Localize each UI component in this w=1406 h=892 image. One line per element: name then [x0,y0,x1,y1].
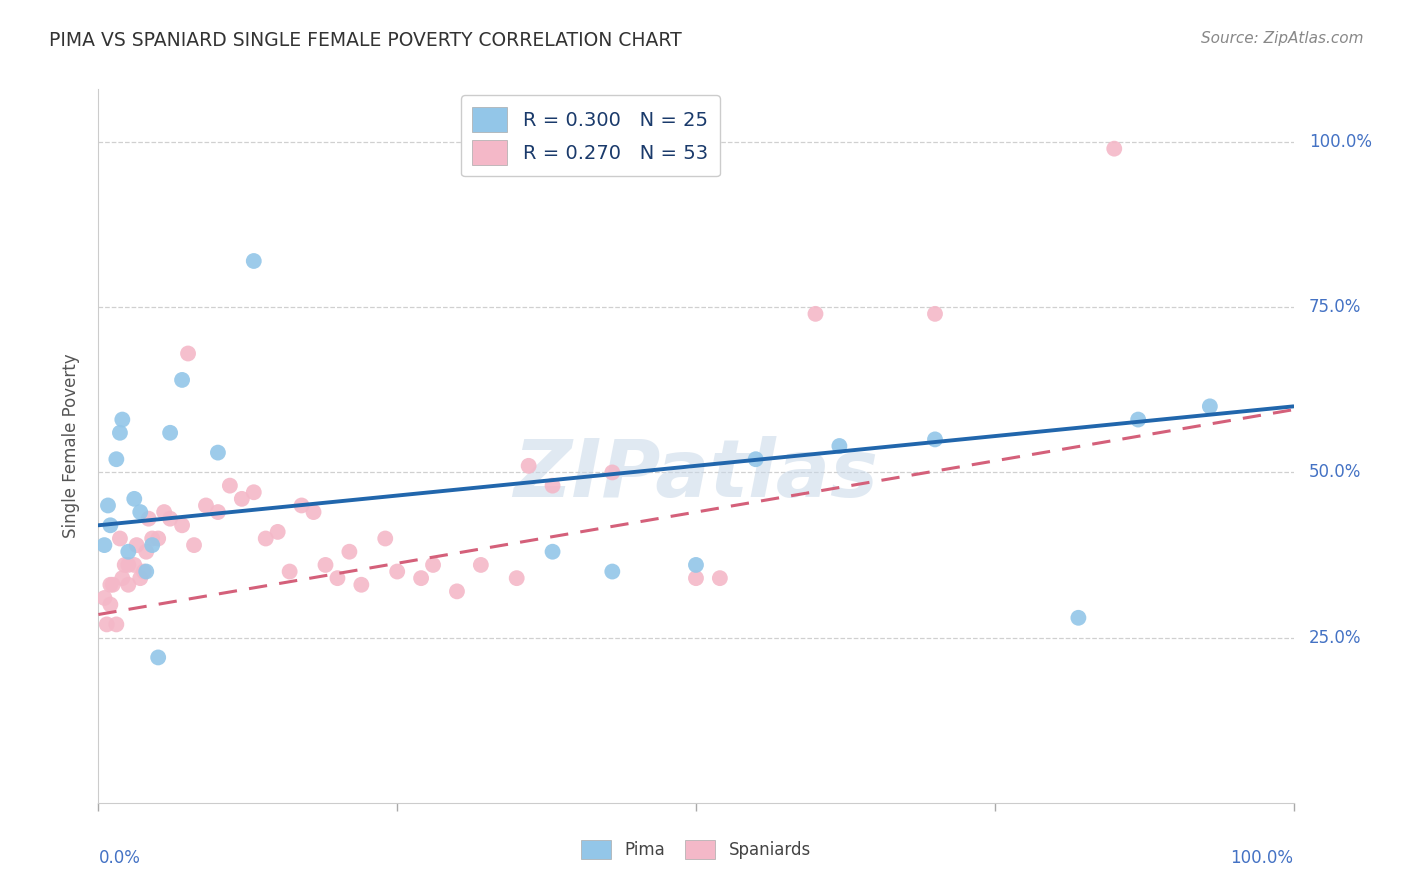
Point [254,532,277,546]
Point [148,650,170,665]
Point [129,505,152,519]
Point [132,565,155,579]
Point [96,617,118,632]
Text: Source: ZipAtlas.com: Source: ZipAtlas.com [1201,31,1364,46]
Point [93,591,115,605]
Point [141,538,163,552]
Point [541,478,564,492]
Point [98,598,122,612]
Point [470,558,492,572]
Point [302,505,325,519]
Point [159,511,181,525]
Point [506,571,529,585]
Point [141,532,163,546]
Point [98,518,122,533]
Text: 100.0%: 100.0% [1309,133,1372,151]
Point [446,584,468,599]
Point [117,558,139,572]
Text: 0.0%: 0.0% [98,849,141,867]
Point [177,346,200,360]
Point [374,532,396,546]
Point [207,445,229,459]
Point [111,412,134,426]
Point [148,532,170,546]
Point [517,458,540,473]
Point [1067,611,1090,625]
Point [93,538,115,552]
Point [98,578,122,592]
Point [339,545,361,559]
Point [183,538,205,552]
Point [385,565,409,579]
Point [924,433,946,447]
Point [172,373,194,387]
Point [685,571,707,585]
Point [315,558,337,572]
Point [138,511,160,525]
Point [153,505,176,519]
Point [231,491,253,506]
Point [125,538,148,552]
Point [278,565,301,579]
Text: 50.0%: 50.0% [1309,464,1361,482]
Text: 100.0%: 100.0% [1230,849,1294,867]
Text: 75.0%: 75.0% [1309,298,1361,317]
Point [291,499,314,513]
Point [219,478,242,492]
Point [108,532,131,546]
Point [172,518,194,533]
Point [117,545,139,559]
Point [105,452,128,467]
Text: 25.0%: 25.0% [1309,629,1361,647]
Point [709,571,731,585]
Text: PIMA VS SPANIARD SINGLE FEMALE POVERTY CORRELATION CHART: PIMA VS SPANIARD SINGLE FEMALE POVERTY C… [49,31,682,50]
Point [135,545,157,559]
Point [804,307,827,321]
Point [108,425,131,440]
Point [117,578,139,592]
Text: ZIPatlas: ZIPatlas [513,435,879,514]
Point [105,617,128,632]
Point [129,571,152,585]
Legend: Pima, Spaniards: Pima, Spaniards [575,833,817,866]
Point [159,425,181,440]
Point [422,558,444,572]
Point [1199,400,1222,414]
Point [111,571,134,585]
Point [1128,412,1150,426]
Point [828,439,851,453]
Point [541,545,564,559]
Point [267,524,290,539]
Point [135,565,157,579]
Point [685,558,707,572]
Y-axis label: Single Female Poverty: Single Female Poverty [62,354,80,538]
Point [1104,142,1126,156]
Point [124,558,146,572]
Point [924,307,946,321]
Point [243,254,266,268]
Point [411,571,433,585]
Point [602,565,624,579]
Point [124,491,146,506]
Point [207,505,229,519]
Point [97,499,120,513]
Point [195,499,218,513]
Point [114,558,136,572]
Point [602,466,624,480]
Point [326,571,349,585]
Point [745,452,768,467]
Point [101,578,124,592]
Point [350,578,373,592]
Point [243,485,266,500]
